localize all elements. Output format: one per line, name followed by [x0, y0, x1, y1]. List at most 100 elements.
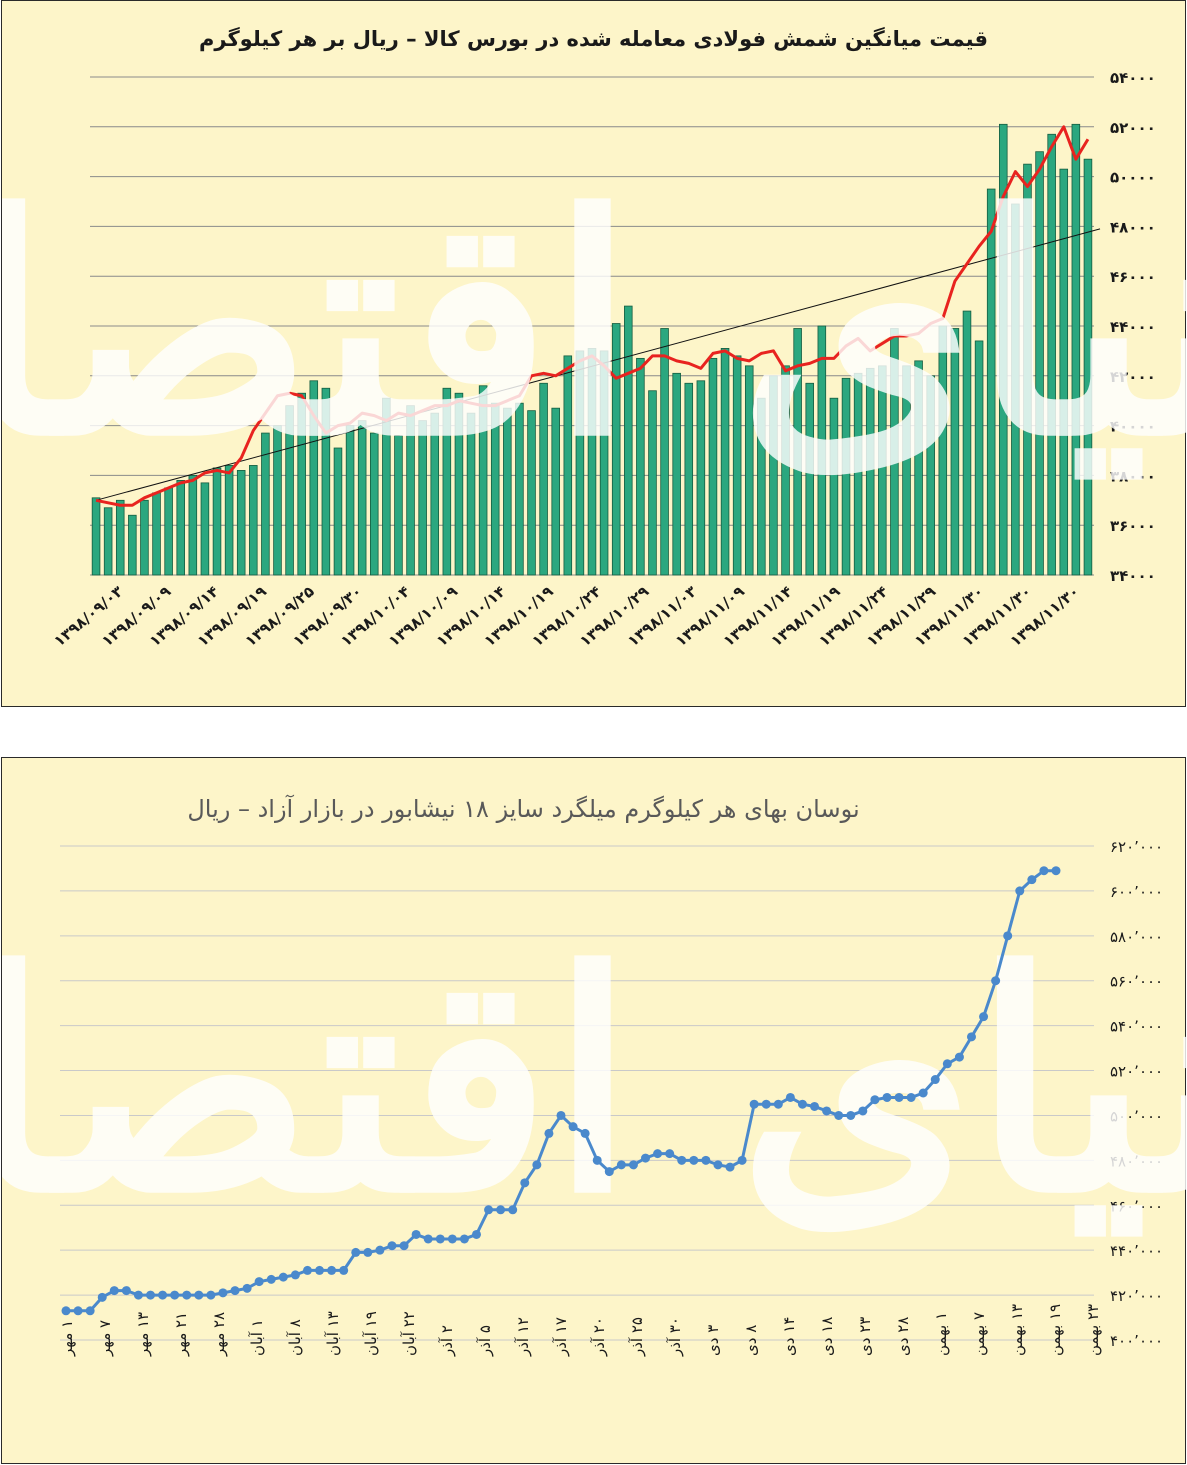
y-tick-label: ۴۴۰۰۰ — [1110, 318, 1156, 336]
bar — [115, 499, 125, 576]
y-tick-label: ۵۲۰۰۰ — [1110, 119, 1156, 137]
bar — [902, 365, 911, 576]
data-point — [532, 1160, 542, 1170]
bar — [382, 397, 391, 576]
data-point — [773, 1099, 783, 1109]
y-tick-label: ۵۲۰٬۰۰۰ — [1110, 1063, 1163, 1081]
x-tick-label: ۱۹ آبان — [362, 1311, 380, 1356]
bar — [91, 497, 101, 576]
x-tick-label: ۱۷ آذر — [552, 1317, 570, 1357]
x-tick-label: ۲ آذر — [438, 1325, 456, 1357]
bar — [938, 325, 948, 576]
bar — [1059, 168, 1069, 576]
data-point — [761, 1099, 771, 1109]
data-point — [459, 1234, 469, 1244]
bar — [624, 305, 633, 576]
data-point — [653, 1149, 663, 1159]
bar — [394, 435, 403, 576]
data-point — [858, 1106, 868, 1116]
data-point — [327, 1265, 337, 1275]
bar — [249, 465, 258, 576]
data-point — [918, 1088, 928, 1098]
x-tick-label: ۸ دی — [742, 1325, 760, 1356]
bar — [466, 412, 476, 576]
x-tick-label: ۳ دی — [704, 1325, 722, 1356]
data-point — [170, 1290, 180, 1300]
y-tick-label: ۵۰۰٬۰۰۰ — [1110, 1107, 1163, 1125]
data-point — [870, 1095, 880, 1105]
bar — [128, 514, 137, 576]
bar — [188, 474, 198, 576]
chart-title: قیمت میانگین شمش فولادی معامله شده در بو… — [199, 27, 988, 51]
y-tick-label: ۳۶۰۰۰ — [1110, 517, 1156, 535]
y-tick-label: ۴۴۰٬۰۰۰ — [1110, 1242, 1163, 1260]
data-point — [556, 1110, 566, 1120]
bar — [515, 402, 524, 576]
x-tick-label: ۲۲ آبان — [400, 1311, 418, 1356]
y-tick-label: ۴۶۰٬۰۰۰ — [1110, 1197, 1163, 1215]
data-point — [520, 1178, 530, 1188]
bar — [926, 375, 935, 576]
y-tick-label: ۴۰۰٬۰۰۰ — [1110, 1332, 1163, 1350]
x-tick-label: ۵ آذر — [476, 1325, 494, 1357]
data-point — [254, 1277, 264, 1287]
bar — [261, 432, 270, 576]
data-point — [616, 1160, 626, 1170]
data-point — [218, 1288, 228, 1298]
data-point — [1051, 866, 1061, 876]
bar — [442, 387, 452, 576]
bar — [1083, 158, 1093, 576]
data-point — [351, 1247, 361, 1257]
data-point — [375, 1245, 385, 1255]
data-point — [568, 1122, 578, 1132]
data-point — [302, 1265, 312, 1275]
y-tick-label: ۵۶۰٬۰۰۰ — [1110, 973, 1163, 991]
x-tick-label: ۷ مهر — [96, 1320, 114, 1357]
y-tick-label: ۴۲۰٬۰۰۰ — [1110, 1287, 1163, 1305]
bar — [1047, 133, 1056, 576]
x-tick-label: ۱۹ بهمن — [1046, 1304, 1064, 1356]
data-point — [810, 1101, 820, 1111]
bar — [140, 499, 149, 576]
bar — [454, 392, 464, 576]
data-point — [411, 1229, 421, 1239]
x-tick-label: ۱۳ آبان — [324, 1311, 342, 1356]
data-point — [242, 1283, 252, 1293]
data-point — [447, 1234, 457, 1244]
bar — [345, 425, 355, 576]
data-point — [435, 1234, 445, 1244]
bar — [587, 348, 597, 576]
bar — [890, 328, 899, 576]
data-point — [725, 1162, 735, 1172]
bar — [1071, 123, 1081, 576]
bar — [914, 360, 923, 576]
y-tick-label: ۶۰۰٬۰۰۰ — [1110, 883, 1163, 901]
bar — [648, 390, 657, 576]
bar — [236, 470, 246, 576]
bar — [732, 355, 742, 576]
data-point — [677, 1155, 687, 1165]
bar — [829, 397, 839, 576]
x-tick-label: ۲۸ مهر — [210, 1312, 228, 1357]
bar — [817, 325, 827, 576]
bar — [490, 402, 500, 576]
bar — [878, 365, 887, 576]
bar — [999, 123, 1008, 576]
bar — [950, 328, 960, 576]
bar — [333, 447, 343, 576]
x-tick-label: ۱۳ مهر — [134, 1312, 152, 1357]
data-point — [954, 1052, 964, 1062]
chart-panel-steel-billet: قیمت میانگین شمش فولادی معامله شده در بو… — [1, 0, 1187, 707]
data-point — [496, 1205, 506, 1215]
data-point — [665, 1149, 675, 1159]
data-point — [121, 1286, 131, 1296]
bar — [575, 350, 585, 576]
bar — [853, 372, 863, 576]
bar — [781, 365, 790, 576]
data-point — [942, 1059, 952, 1069]
data-point — [689, 1155, 699, 1165]
data-point — [508, 1205, 518, 1215]
data-point — [628, 1160, 638, 1170]
bar — [563, 355, 573, 576]
bar — [962, 310, 972, 576]
